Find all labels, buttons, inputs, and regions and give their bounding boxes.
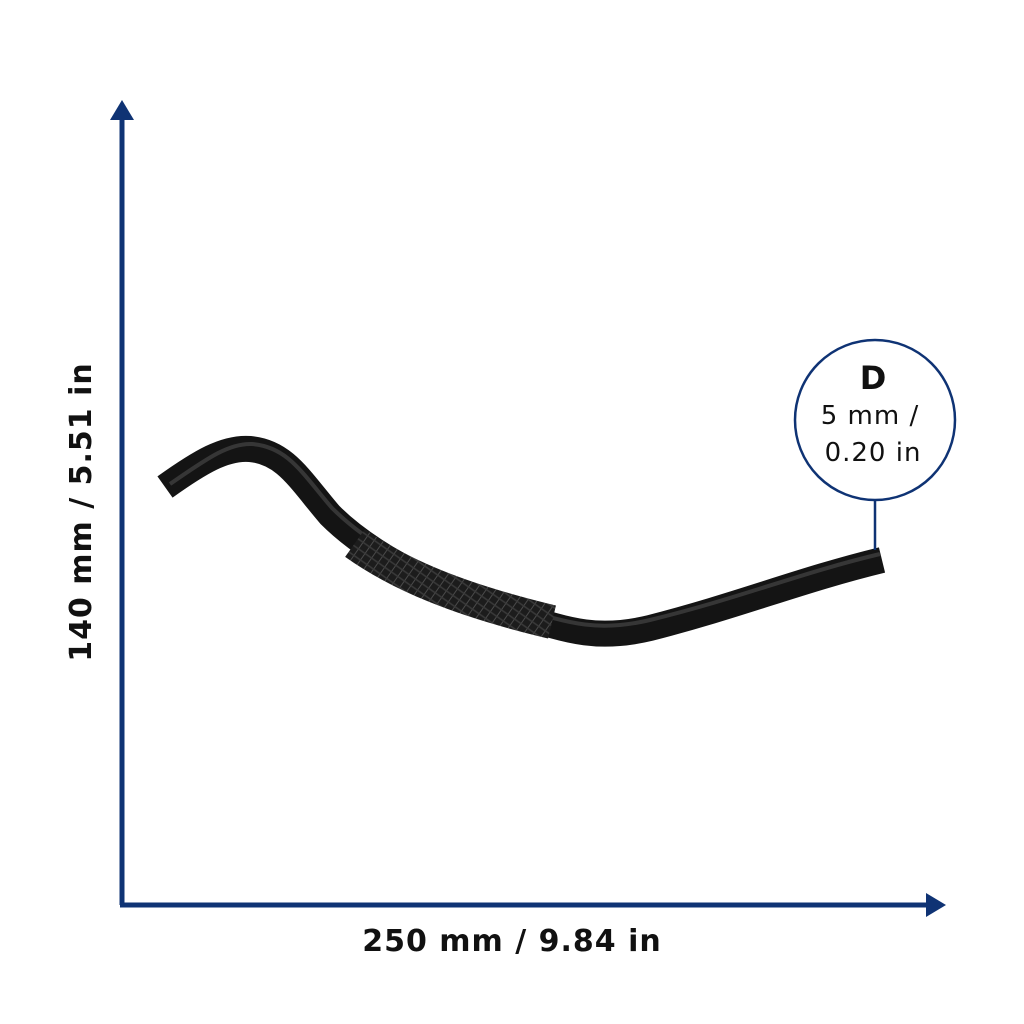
callout-circle — [793, 338, 957, 502]
braided-sleeve — [345, 529, 556, 639]
diameter-value: 0.20 in — [825, 438, 922, 468]
width-arrowhead — [926, 893, 946, 917]
diameter-value: 5 mm / — [821, 401, 920, 431]
height-label: 140 mm / 5.51 in — [64, 362, 99, 662]
height-arrowhead — [110, 100, 134, 120]
diameter-label: D — [860, 359, 887, 397]
hose — [157, 435, 886, 647]
width-label: 250 mm / 9.84 in — [362, 924, 662, 959]
axes — [119, 112, 935, 908]
